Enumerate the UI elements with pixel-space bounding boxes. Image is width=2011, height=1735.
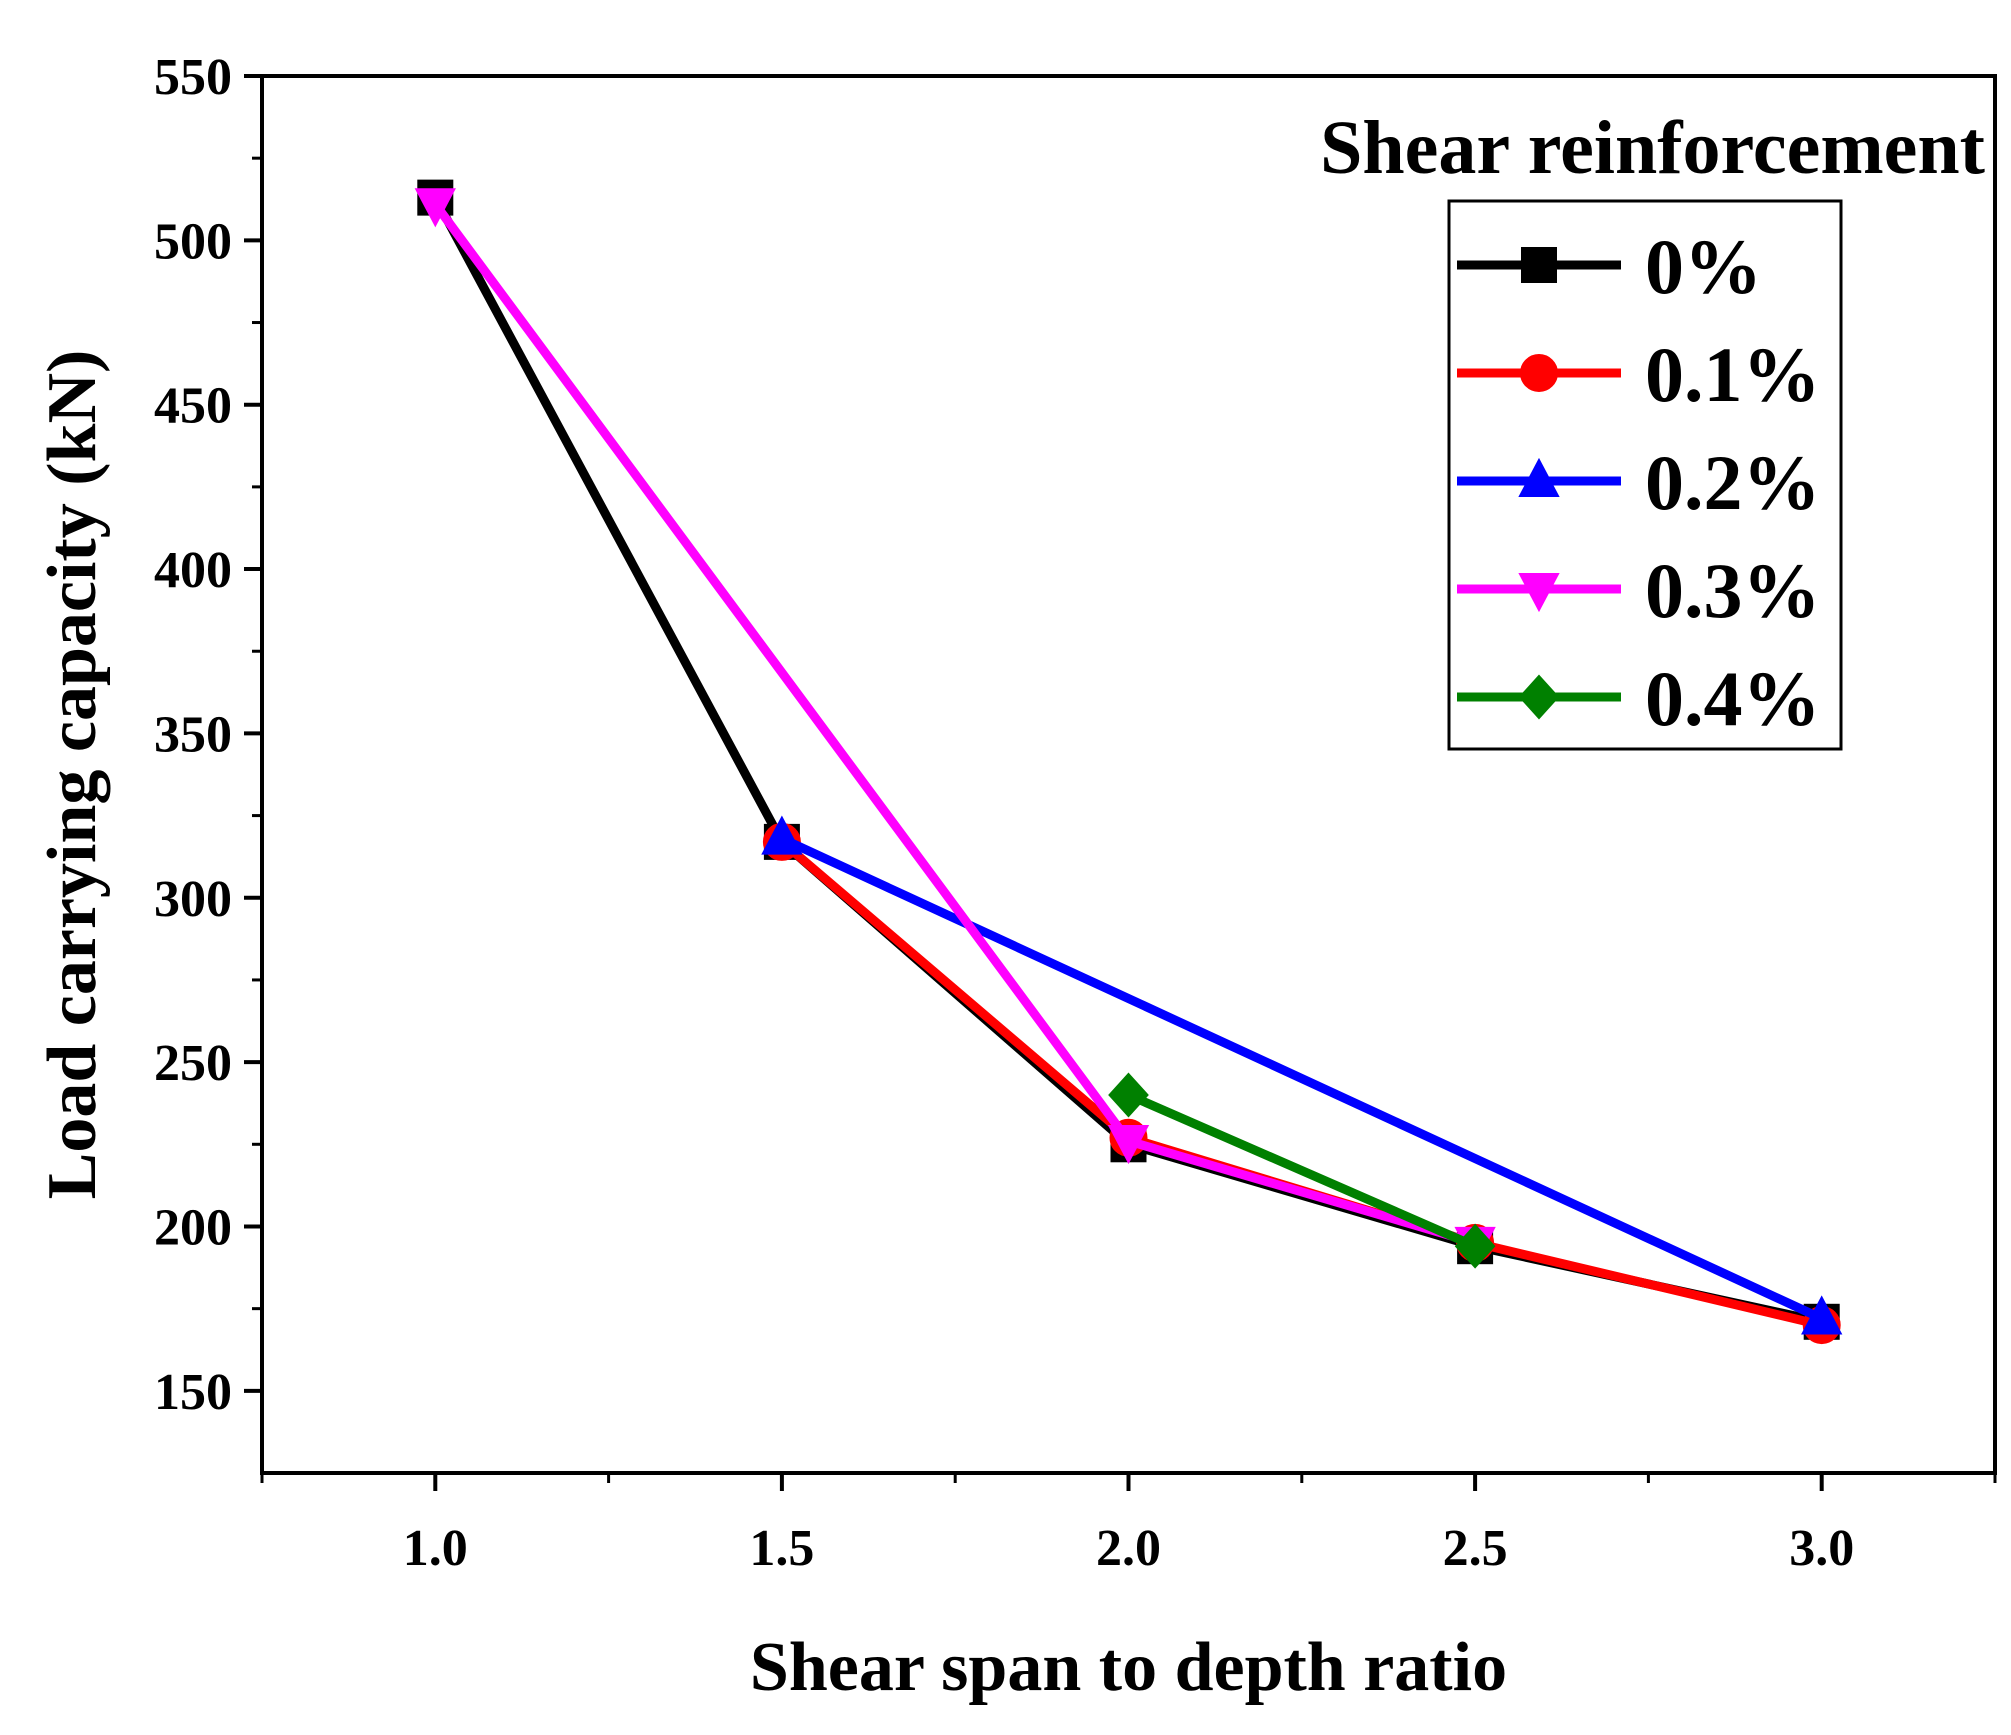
legend-item: 0.2% xyxy=(1457,439,1821,526)
y-tick-label: 550 xyxy=(154,49,232,106)
data-point xyxy=(414,188,456,228)
y-tick-label: 350 xyxy=(154,706,232,763)
legend-item: 0.1% xyxy=(1457,331,1821,418)
y-tick-label: 150 xyxy=(154,1364,232,1421)
legend-label: 0% xyxy=(1645,223,1762,310)
x-tick-label: 1.5 xyxy=(749,1520,814,1577)
x-tick-label: 1.0 xyxy=(403,1520,468,1577)
legend-title: Shear reinforcement xyxy=(1320,106,1985,190)
legend-swatch-marker xyxy=(1518,674,1560,720)
data-point xyxy=(1801,1295,1843,1335)
legend-item: 0.4% xyxy=(1457,655,1821,742)
y-tick-label: 450 xyxy=(154,378,232,435)
y-axis-title: Load carrying capacity (kN) xyxy=(34,350,111,1200)
axes-layer: 150 200 250 300 350 400 450 500 550 1.0 1.5 2.0 2.5 3… xyxy=(154,49,1997,1577)
y-tick-label: 400 xyxy=(154,542,232,599)
legend-swatch-marker xyxy=(1521,247,1557,283)
data-point xyxy=(761,815,803,855)
series-line xyxy=(1124,1090,1480,1251)
x-tick-label: 3.0 xyxy=(1789,1520,1854,1577)
legend-item: 0.3% xyxy=(1457,547,1821,634)
legend-label: 0.1% xyxy=(1645,331,1821,418)
series-layer xyxy=(414,179,1843,1345)
legend-label: 0.2% xyxy=(1645,439,1821,526)
y-tick-label: 200 xyxy=(154,1199,232,1256)
data-point xyxy=(1108,1072,1149,1118)
data-point xyxy=(1107,1125,1150,1165)
legend: Shear reinforcement 0% 0.1% 0.2% 0.3% 0.4% xyxy=(1320,106,1985,751)
y-tick-label: 300 xyxy=(154,871,232,928)
series-2 xyxy=(761,815,1843,1335)
series-4 xyxy=(1108,1072,1496,1269)
data-point xyxy=(1454,1223,1496,1269)
legend-label: 0.4% xyxy=(1645,655,1821,742)
x-tick-label: 2.0 xyxy=(1096,1520,1161,1577)
legend-swatch-marker xyxy=(1518,573,1560,613)
legend-swatch-marker xyxy=(1520,354,1558,392)
series-line xyxy=(777,834,1827,1324)
y-tick-label: 500 xyxy=(154,213,232,270)
legend-item: 0% xyxy=(1457,223,1762,310)
x-axis-title: Shear span to depth ratio xyxy=(750,1629,1507,1706)
x-tick-label: 2.5 xyxy=(1443,1520,1508,1577)
legend-label: 0.3% xyxy=(1645,547,1821,634)
legend-swatch-marker xyxy=(1518,457,1560,497)
legend-items: 0% 0.1% 0.2% 0.3% 0.4% xyxy=(1457,223,1821,742)
legend-box xyxy=(1447,199,1843,751)
y-tick-label: 250 xyxy=(154,1035,232,1092)
